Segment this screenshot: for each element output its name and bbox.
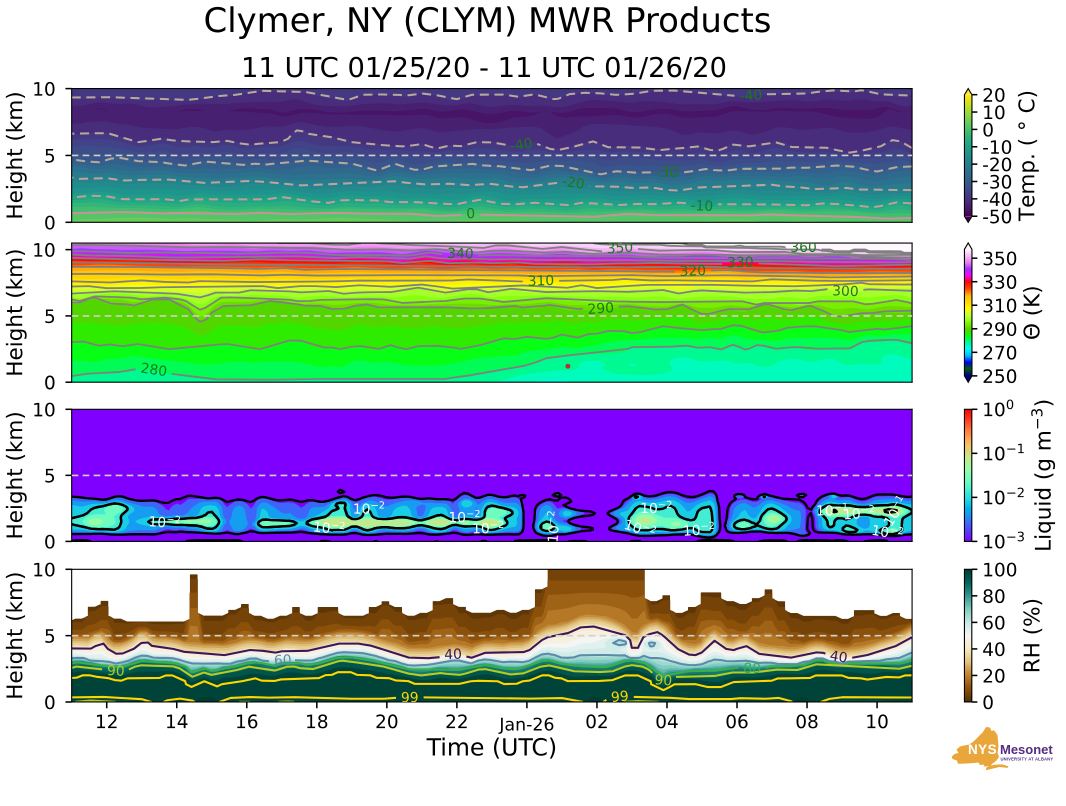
svg-text:Mesonet: Mesonet <box>1000 742 1053 757</box>
svg-text:UNIVERSITY AT ALBANY: UNIVERSITY AT ALBANY <box>1001 757 1054 762</box>
svg-text:NYS: NYS <box>968 742 997 757</box>
